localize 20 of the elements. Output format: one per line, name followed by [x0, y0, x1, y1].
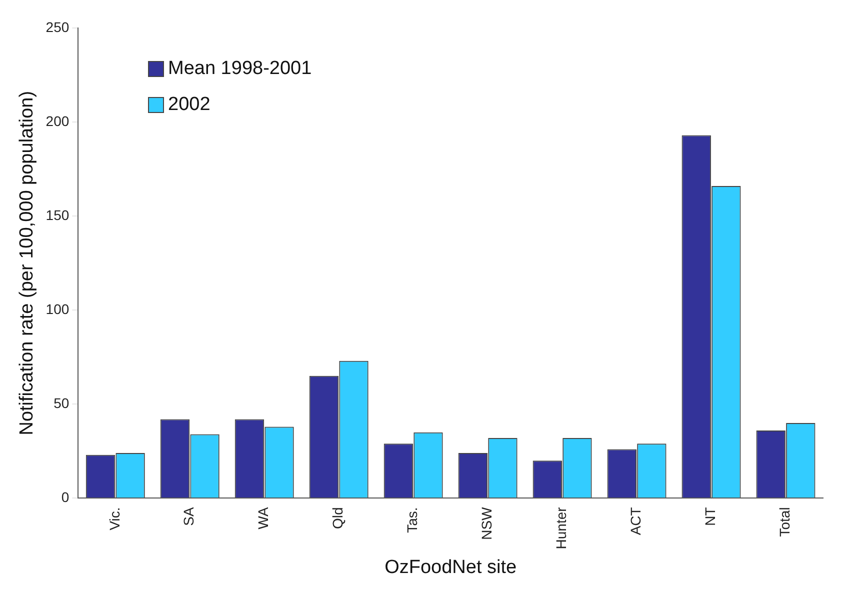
x-tick-label: SA [180, 506, 197, 526]
legend-label: Mean 1998-2001 [168, 58, 312, 80]
x-tick-label: Hunter [553, 506, 570, 550]
y-tick-label: 50 [54, 395, 70, 412]
x-axis-title: OzFoodNet site [384, 556, 517, 578]
y-tick-label: 150 [46, 206, 70, 223]
x-tick-label: NSW [478, 506, 495, 540]
x-tick-label: Qld [330, 507, 346, 529]
x-tick-label: Tas. [404, 507, 420, 533]
y-tick-label: 250 [46, 18, 70, 35]
x-tick-label: WA [255, 506, 272, 530]
legend-label: 2002 [168, 94, 210, 116]
x-tick-label: ACT [628, 506, 644, 536]
y-tick-label: 200 [46, 112, 70, 129]
x-tick-label: NT [702, 506, 718, 526]
y-tick-label: 100 [46, 300, 70, 317]
x-tick-label: Total [776, 507, 793, 537]
y-axis-title: Notification rate (per 100,000 population) [16, 90, 38, 436]
x-tick-label: Vic. [106, 507, 122, 530]
y-tick-label: 0 [61, 489, 70, 506]
